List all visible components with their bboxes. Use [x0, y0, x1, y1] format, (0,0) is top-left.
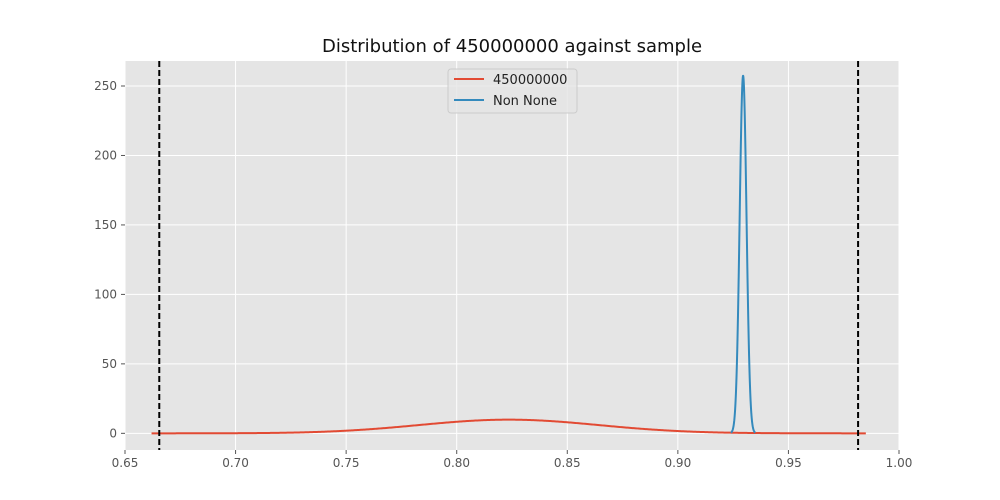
x-tick-label: 0.85 — [554, 456, 581, 470]
x-tick-label: 1.00 — [886, 456, 913, 470]
x-tick-label: 0.95 — [775, 456, 802, 470]
plot-area — [125, 61, 899, 450]
y-tick-label: 50 — [102, 357, 117, 371]
y-tick-label: 150 — [94, 218, 117, 232]
y-tick-label: 0 — [109, 426, 117, 440]
y-axis: 0 50 100 150 200 250 — [94, 79, 125, 440]
y-tick-label: 200 — [94, 148, 117, 162]
x-tick-label: 0.65 — [112, 456, 139, 470]
series-line-0 — [151, 418, 866, 435]
legend-label-1: Non None — [493, 94, 557, 109]
series-layer — [151, 74, 866, 435]
chart-title: Distribution of 450000000 against sample — [322, 36, 702, 57]
legend: 450000000 Non None — [447, 68, 578, 114]
legend-label-0: 450000000 — [493, 73, 567, 88]
x-tick-label: 0.75 — [333, 456, 360, 470]
vertical-lines — [158, 61, 860, 450]
x-axis: 0.65 0.70 0.75 0.80 0.85 0.90 0.95 1.00 — [112, 450, 913, 470]
series-line-1 — [729, 74, 757, 434]
y-tick-label: 100 — [94, 287, 117, 301]
x-tick-label: 0.70 — [222, 456, 249, 470]
x-tick-label: 0.80 — [443, 456, 470, 470]
y-tick-label: 250 — [94, 79, 117, 93]
x-tick-label: 0.90 — [664, 456, 691, 470]
